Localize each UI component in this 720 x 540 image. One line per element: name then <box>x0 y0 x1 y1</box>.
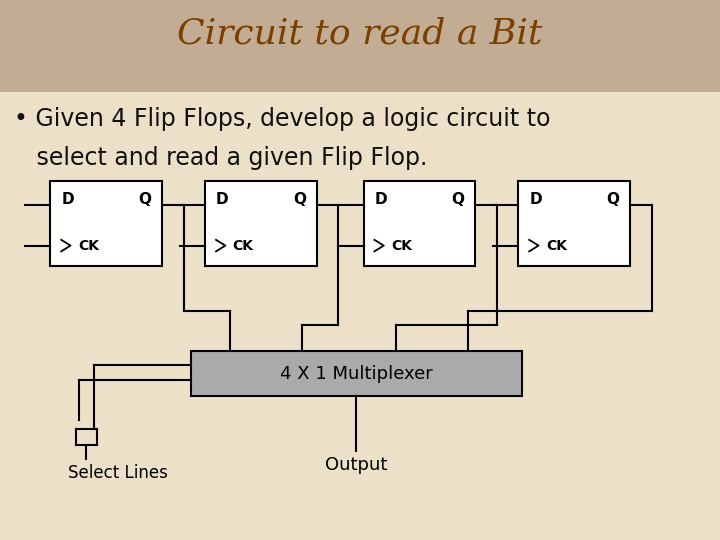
Text: select and read a given Flip Flop.: select and read a given Flip Flop. <box>14 146 428 171</box>
Bar <box>0 0 720 92</box>
Text: CK: CK <box>546 239 567 253</box>
Text: Circuit to read a Bit: Circuit to read a Bit <box>177 16 543 50</box>
Text: • Given 4 Flip Flops, develop a logic circuit to: • Given 4 Flip Flops, develop a logic ci… <box>14 107 551 131</box>
Bar <box>50 181 162 266</box>
Bar <box>364 181 475 266</box>
Text: Output: Output <box>325 456 387 475</box>
Text: D: D <box>529 192 542 207</box>
Text: Q: Q <box>293 192 306 207</box>
Text: D: D <box>374 192 387 207</box>
Text: Q: Q <box>138 192 151 207</box>
Text: CK: CK <box>78 239 99 253</box>
Text: 4 X 1 Multiplexer: 4 X 1 Multiplexer <box>280 364 433 382</box>
Text: Q: Q <box>606 192 619 207</box>
Bar <box>205 181 317 266</box>
Text: D: D <box>61 192 74 207</box>
Text: Q: Q <box>451 192 464 207</box>
Text: D: D <box>216 192 229 207</box>
Text: CK: CK <box>233 239 253 253</box>
Text: Select Lines: Select Lines <box>68 464 168 482</box>
Bar <box>191 352 522 396</box>
Bar <box>518 181 630 266</box>
Text: CK: CK <box>391 239 412 253</box>
